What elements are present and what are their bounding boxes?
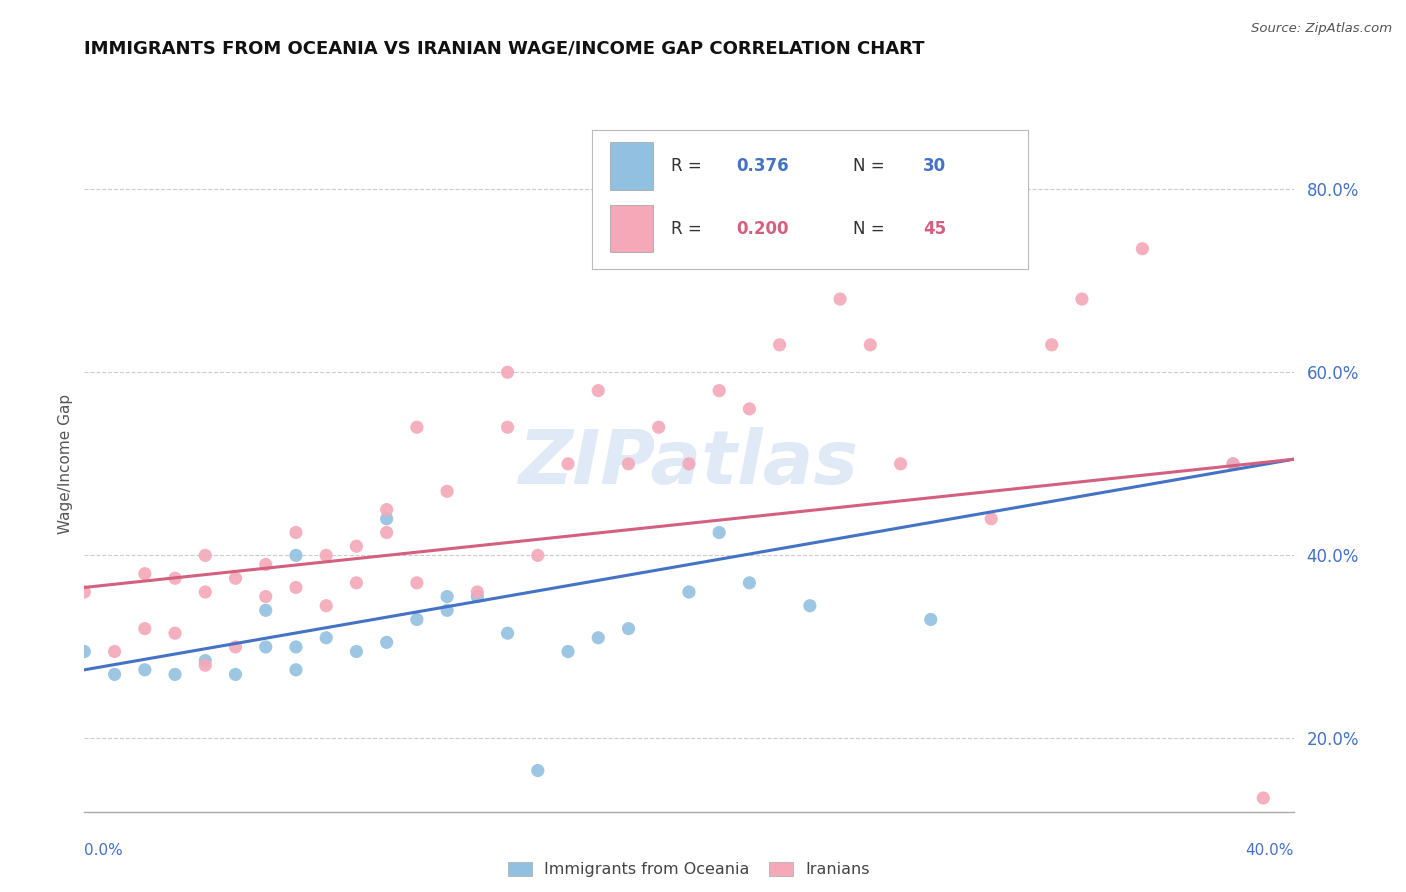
Point — [617, 622, 640, 636]
Point — [104, 667, 127, 681]
Point — [315, 549, 337, 563]
Point — [709, 525, 731, 540]
Point — [1251, 791, 1274, 805]
Point — [315, 599, 337, 613]
Point — [406, 420, 429, 434]
Point — [496, 626, 519, 640]
Point — [346, 644, 368, 658]
Point — [557, 457, 579, 471]
Text: 40.0%: 40.0% — [1246, 843, 1294, 858]
Text: IMMIGRANTS FROM OCEANIA VS IRANIAN WAGE/INCOME GAP CORRELATION CHART: IMMIGRANTS FROM OCEANIA VS IRANIAN WAGE/… — [84, 40, 925, 58]
Legend: Immigrants from Oceania, Iranians: Immigrants from Oceania, Iranians — [502, 855, 876, 884]
Point — [647, 420, 671, 434]
Point — [284, 549, 308, 563]
Point — [738, 401, 761, 416]
Point — [436, 590, 458, 604]
Point — [436, 484, 458, 499]
Point — [254, 640, 277, 654]
Point — [284, 525, 308, 540]
Y-axis label: Wage/Income Gap: Wage/Income Gap — [58, 393, 73, 534]
Point — [375, 502, 398, 516]
Point — [1222, 457, 1244, 471]
Point — [920, 612, 942, 626]
Point — [346, 575, 368, 590]
Point — [194, 654, 217, 668]
Point — [467, 585, 489, 599]
Point — [1130, 242, 1153, 256]
Point — [526, 549, 548, 563]
Point — [254, 558, 277, 572]
Point — [406, 612, 429, 626]
Point — [254, 603, 277, 617]
Point — [890, 457, 912, 471]
Point — [346, 539, 368, 553]
Point — [557, 644, 579, 658]
Point — [194, 549, 217, 563]
Point — [1222, 457, 1244, 471]
Point — [588, 631, 610, 645]
Point — [194, 658, 217, 673]
Point — [73, 585, 96, 599]
Point — [134, 663, 156, 677]
Point — [163, 667, 186, 681]
Point — [134, 622, 156, 636]
Point — [194, 585, 217, 599]
Point — [617, 457, 640, 471]
Point — [163, 626, 186, 640]
Point — [1040, 338, 1063, 352]
Text: Source: ZipAtlas.com: Source: ZipAtlas.com — [1251, 22, 1392, 36]
Point — [709, 384, 731, 398]
Point — [467, 590, 489, 604]
Point — [375, 635, 398, 649]
Point — [315, 631, 337, 645]
Point — [104, 644, 127, 658]
Point — [980, 512, 1002, 526]
Point — [436, 603, 458, 617]
Point — [496, 420, 519, 434]
Point — [375, 512, 398, 526]
Point — [163, 571, 186, 585]
Point — [799, 599, 821, 613]
Point — [284, 663, 308, 677]
Point — [284, 581, 308, 595]
Point — [526, 764, 548, 778]
Text: 0.0%: 0.0% — [84, 843, 124, 858]
Point — [225, 640, 247, 654]
Point — [769, 338, 792, 352]
Point — [830, 292, 852, 306]
Point — [254, 590, 277, 604]
Point — [406, 575, 429, 590]
Point — [678, 457, 700, 471]
Point — [859, 338, 882, 352]
Point — [738, 575, 761, 590]
Point — [375, 525, 398, 540]
Point — [1071, 292, 1094, 306]
Point — [225, 571, 247, 585]
Text: ZIPatlas: ZIPatlas — [519, 427, 859, 500]
Point — [134, 566, 156, 581]
Point — [73, 644, 96, 658]
Point — [678, 585, 700, 599]
Point — [225, 667, 247, 681]
Point — [284, 640, 308, 654]
Point — [588, 384, 610, 398]
Point — [496, 365, 519, 379]
